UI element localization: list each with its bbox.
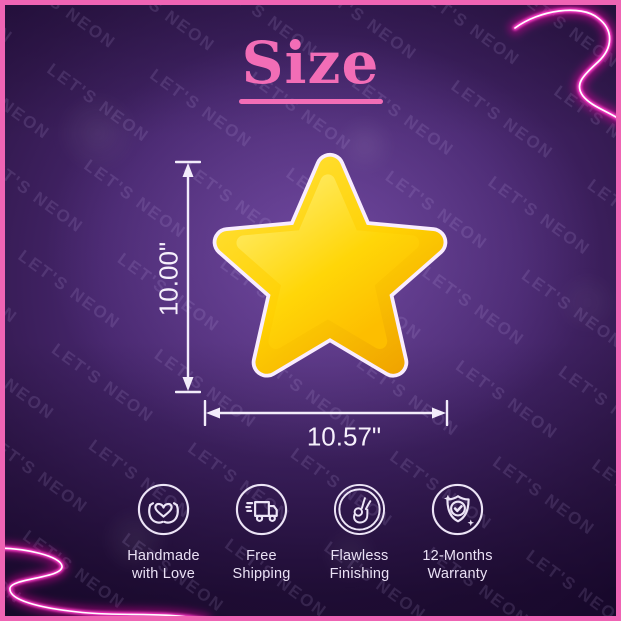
ok-hand-icon [333,483,386,536]
star-sign-image [212,152,448,378]
feature-label: Handmade with Love [127,548,200,584]
feature-label: 12-Months Warranty [422,548,492,584]
page-title: Size [241,29,380,97]
feature-warranty: 12-Months Warranty [417,482,499,584]
feature-label-line1: Handmade [127,548,200,564]
height-dimension-label: 10.00" [153,241,184,317]
feature-label-line2: Finishing [329,565,390,582]
feature-handmade: Handmade with Love [123,482,205,584]
feature-label: Free Shipping [232,548,290,584]
width-dimension-arrow [203,400,449,426]
size-title-block: Size [0,34,621,104]
feature-label-line1: Flawless [330,548,389,564]
feature-label-line2: Shipping [232,565,291,582]
delivery-truck-icon [235,483,288,536]
feature-flawless-finishing: Flawless Finishing [319,482,401,584]
hands-holding-heart-icon [137,483,190,536]
height-dimension-arrow [175,160,201,394]
feature-label: Flawless Finishing [330,548,390,584]
feature-free-shipping: Free Shipping [221,482,303,584]
feature-label-line2: with Love [131,565,196,582]
shield-check-icon [431,483,484,536]
feature-label-line1: Free [246,548,277,564]
feature-label-line2: Warranty [427,565,488,582]
title-underline [238,99,383,104]
width-dimension-label: 10.57" [306,421,382,452]
feature-label-line1: 12-Months [422,548,493,564]
star-highlight [236,174,420,349]
feature-badges-row: Handmade with Love Free Shipping [0,482,621,584]
